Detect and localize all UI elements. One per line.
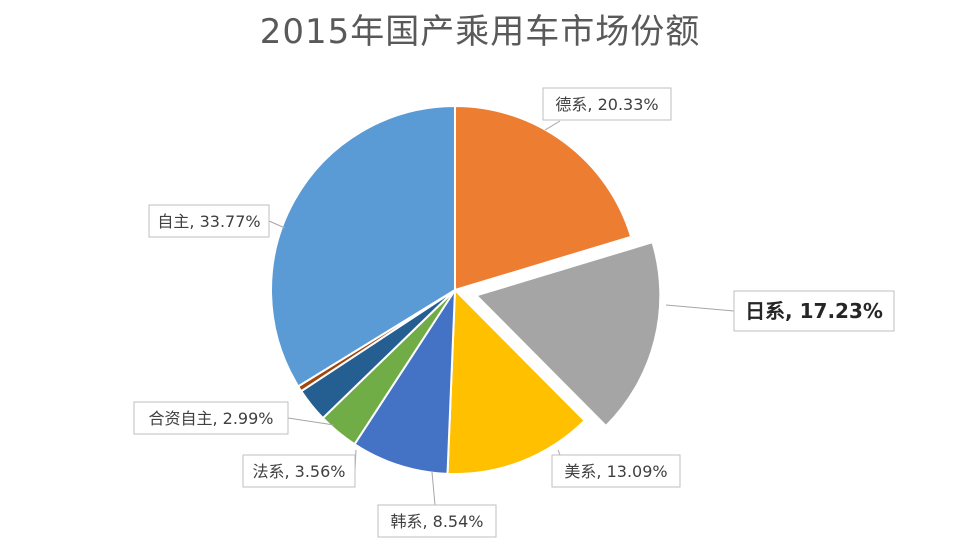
chart-title: 2015年国产乘用车市场份额	[259, 12, 701, 52]
pie-slice-2	[446, 287, 587, 475]
data-label-4: 法系, 3.56%	[252, 462, 345, 481]
data-label-box-5	[133, 401, 289, 435]
data-label-5: 合资自主, 2.99%	[148, 409, 273, 428]
data-label-box-1	[733, 290, 895, 332]
leader-line-0	[544, 120, 561, 131]
leader-line-5	[287, 417, 335, 426]
data-label-2: 美系, 13.09%	[564, 462, 667, 481]
leader-line-1	[665, 304, 735, 312]
data-label-box-2	[551, 454, 681, 488]
data-label-box-0	[542, 87, 672, 121]
pie-slice-1	[474, 240, 662, 428]
pie-slice-7	[270, 104, 456, 388]
leader-line-7	[268, 220, 286, 229]
data-label-0: 德系, 20.33%	[555, 95, 658, 114]
data-label-3: 韩系, 8.54%	[390, 512, 483, 531]
pie-slice-3	[353, 286, 457, 475]
data-label-box-3	[377, 504, 497, 538]
data-label-7: 自主, 33.77%	[157, 212, 260, 231]
data-label-1: 日系, 17.23%	[745, 299, 883, 323]
pie-slice-0	[454, 104, 633, 292]
pie-slices	[270, 104, 662, 475]
leader-line-3	[431, 471, 436, 506]
data-labels: 德系, 20.33% 日系, 17.23% 美系, 13.09% 韩系, 8.54% 法…	[133, 87, 895, 538]
data-label-box-4	[242, 454, 356, 488]
data-label-box-7	[148, 204, 270, 238]
leader-line-2	[557, 449, 561, 456]
